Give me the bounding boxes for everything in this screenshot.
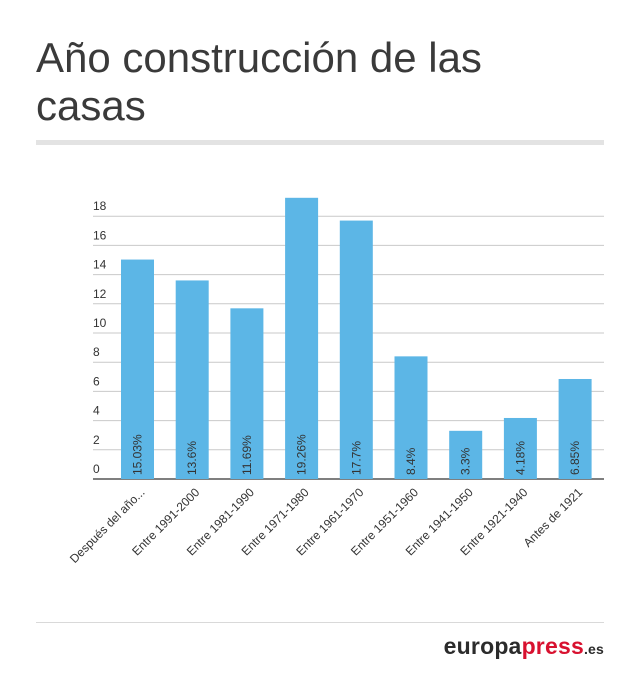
y-tick-label: 6 — [93, 374, 100, 388]
bar — [558, 378, 592, 479]
bar-value-label: 3.3% — [459, 447, 473, 475]
title-divider — [36, 140, 604, 145]
bar — [285, 197, 319, 479]
bar — [230, 308, 264, 479]
bar — [394, 356, 428, 479]
bar-value-label: 8.4% — [404, 447, 418, 475]
bar — [175, 280, 209, 479]
logo-text-press: press — [521, 633, 584, 659]
bar — [503, 417, 537, 479]
y-tick-label: 8 — [93, 345, 100, 359]
bar-value-label: 6.85% — [568, 441, 582, 475]
bar-value-label: 4.18% — [513, 441, 527, 475]
bar — [121, 259, 154, 479]
bar-value-label: 19.26% — [295, 434, 309, 475]
y-tick-label: 10 — [93, 316, 107, 330]
bar-value-label: 15.03% — [131, 434, 145, 475]
y-tick-label: 4 — [93, 404, 100, 418]
bar-value-label: 13.6% — [185, 441, 199, 475]
y-tick-label: 16 — [93, 228, 107, 242]
y-tick-label: 12 — [93, 287, 107, 301]
y-tick-label: 2 — [93, 433, 100, 447]
bar-value-label: 11.69% — [240, 435, 254, 475]
chart-title: Año construcción de las casas — [36, 34, 482, 129]
footer-divider — [36, 622, 604, 623]
y-tick-label: 14 — [93, 258, 107, 272]
europapress-logo[interactable]: europapress.es — [444, 633, 604, 660]
bar — [449, 430, 483, 479]
bar — [339, 220, 373, 479]
logo-text-es: .es — [583, 641, 604, 657]
y-tick-label: 18 — [93, 199, 107, 213]
y-tick-label: 0 — [93, 462, 100, 476]
bar-value-label: 17.7% — [349, 441, 363, 475]
x-category-label: Antes de 1921 — [521, 485, 586, 550]
logo-text-europa: europa — [443, 633, 522, 659]
